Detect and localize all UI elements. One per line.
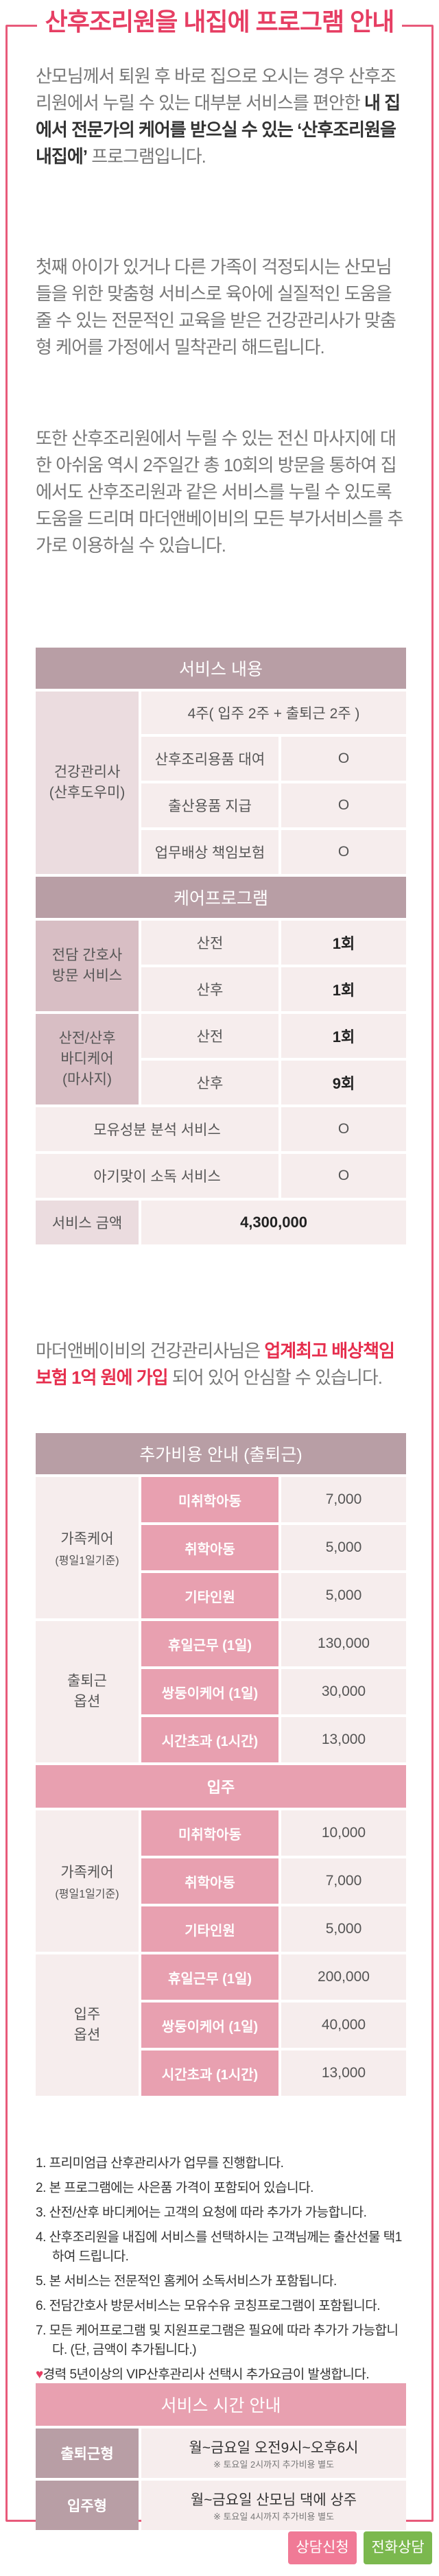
live-row-3-price: 5,000 <box>281 1906 406 1952</box>
extra-row-2-price: 5,000 <box>281 1525 406 1570</box>
live-family-care-label: 가족케어 <box>60 1865 114 1880</box>
live-row-1-price: 10,000 <box>281 1810 406 1856</box>
intro-p1-c: 프로그램입니다. <box>86 146 206 167</box>
consult-button[interactable]: 상담신청 <box>288 2531 357 2564</box>
body-post-count: 9회 <box>281 1061 406 1104</box>
extra-row-1-price: 7,000 <box>281 1477 406 1522</box>
breast-analysis-mark: O <box>281 1107 406 1151</box>
family-care-sub: (평일1일기준) <box>55 1555 119 1567</box>
note-item: 6. 전담간호사 방문서비스는 모유수유 코칭프로그램이 포함됩니다. <box>36 2299 380 2313</box>
insurance-line-1: 마더앤베이비의 건강관리사님은 <box>36 1340 265 1361</box>
family-care-cell: 가족케어 (평일1일기준) <box>36 1477 139 1618</box>
hours-commute-cell: 월~금요일 오전9시~오후6시 ※ 토요일 2시까지 추가비용 별도 <box>141 2429 406 2478</box>
body-post-label: 산후 <box>141 1061 278 1104</box>
price-label: 서비스 금액 <box>36 1201 139 1244</box>
live-in-header: 입주 <box>36 1765 406 1808</box>
live-row-2-label: 취학아동 <box>141 1858 278 1904</box>
service-table: 서비스 내용 건강관리사 (산후도우미) 4주( 입주 2주 + 출퇴근 2주 … <box>33 645 409 1247</box>
heart-icon: ♥ <box>36 2367 43 2382</box>
commute-option-label: 출퇴근 옵션 <box>36 1621 139 1762</box>
live-row-2-price: 7,000 <box>281 1858 406 1904</box>
manager-label: 건강관리사 (산후도우미) <box>36 692 139 874</box>
nurse-post-count: 1회 <box>281 967 406 1011</box>
content-frame <box>5 25 434 2522</box>
insurance-mark: O <box>281 830 406 874</box>
intro-p1-highlight: 내 집에서 전문가의 케어를 받으실 수 있는 ‘산후조리원을 내집에’ <box>36 93 401 167</box>
hours-commute-sub: ※ 토요일 2시까지 추가비용 별도 <box>213 2459 335 2470</box>
rental-label: 산후조리용품 대여 <box>141 737 278 781</box>
extra-row-4-label: 휴일근무 (1일) <box>141 1621 278 1666</box>
insurance-label: 업무배상 책임보험 <box>141 830 278 874</box>
intro-paragraph-2: 첫째 아이가 있거나 다른 가족이 걱정되시는 산모님들을 위한 맞춤형 서비스… <box>36 257 396 357</box>
intro-p1-a: 산모님께서 퇴원 후 바로 집으로 오시는 경우 산후조리원에서 누릴 수 있는… <box>36 66 396 113</box>
extra-row-3-price: 5,000 <box>281 1573 406 1618</box>
notes-list: 1. 프리미엄급 산후관리사가 업무를 진행합니다. 2. 본 프로그램에는 사… <box>36 2154 413 2390</box>
hours-commute-label: 출퇴근형 <box>36 2429 139 2478</box>
live-row-6-price: 13,000 <box>281 2051 406 2096</box>
service-header: 서비스 내용 <box>36 648 406 689</box>
nurse-post-label: 산후 <box>141 967 278 1011</box>
phone-consult-button[interactable]: 전화상담 <box>364 2531 432 2564</box>
hours-live-time: 월~금요일 산모님 댁에 상주 <box>190 2492 357 2508</box>
intro-paragraph-1: 산모님께서 퇴원 후 바로 집으로 오시는 경우 산후조리원에서 누릴 수 있는… <box>36 63 406 170</box>
nurse-pre-label: 산전 <box>141 921 278 965</box>
nurse-label: 전담 간호사 방문 서비스 <box>36 921 139 1011</box>
rental-mark: O <box>281 737 406 781</box>
service-period: 4주( 입주 2주 + 출퇴근 2주 ) <box>141 692 406 734</box>
extra-cost-table: 추가비용 안내 (출퇴근) 가족케어 (평일1일기준) 미취학아동 7,000 … <box>33 1430 409 2099</box>
extra-row-6-label: 시간초과 (1시간) <box>141 1717 278 1762</box>
live-row-5-label: 쌍둥이케어 (1일) <box>141 2002 278 2048</box>
insurance-statement: 마더앤베이비의 건강관리사님은 업계최고 배상책임보험 1억 원에 가입 되어 … <box>36 1338 406 1391</box>
care-header: 케어프로그램 <box>36 877 406 918</box>
note-item: 5. 본 서비스는 전문적인 홈케어 소독서비스가 포함됩니다. <box>36 2274 337 2289</box>
note-item: 3. 산전/산후 바디케어는 고객의 요청에 따라 추가가 가능합니다. <box>36 2206 367 2220</box>
insurance-highlight: 업계최고 배상책임보험 1억 원에 가입 <box>36 1340 395 1388</box>
live-row-4-price: 200,000 <box>281 1954 406 2000</box>
live-row-4-label: 휴일근무 (1일) <box>141 1954 278 2000</box>
page-title: 산후조리원을 내집에 프로그램 안내 <box>36 5 403 38</box>
body-pre-count: 1회 <box>281 1014 406 1058</box>
note-item: 4. 산후조리원을 내집에 서비스를 선택하시는 고객님께는 출산선물 택1하여… <box>36 2230 402 2264</box>
disinfect-mark: O <box>281 1154 406 1198</box>
extra-row-1-label: 미취학아동 <box>141 1477 278 1522</box>
extra-header: 추가비용 안내 (출퇴근) <box>36 1433 406 1474</box>
extra-row-3-label: 기타인원 <box>141 1573 278 1618</box>
extra-row-5-label: 쌍둥이케어 (1일) <box>141 1669 278 1714</box>
hours-header: 서비스 시간 안내 <box>36 2383 406 2426</box>
heart-note: ♥경력 5년이상의 VIP산후관리사 선택시 추가요금이 발생합니다. <box>36 2365 413 2385</box>
live-family-care-sub: (평일1일기준) <box>55 1889 119 1900</box>
intro-paragraph-3: 또한 산후조리원에서 누릴 수 있는 전신 마사지에 대한 아쉬움 역시 2주일… <box>36 428 403 556</box>
extra-row-2-label: 취학아동 <box>141 1525 278 1570</box>
hours-commute-time: 월~금요일 오전9시~오후6시 <box>189 2439 359 2456</box>
hours-live-label: 입주형 <box>36 2481 139 2530</box>
nurse-pre-count: 1회 <box>281 921 406 965</box>
live-option-label: 입주 옵션 <box>36 1954 139 2096</box>
price-value: 4,300,000 <box>141 1201 406 1244</box>
family-care-label: 가족케어 <box>60 1531 114 1547</box>
disinfect-label: 아기맞이 소독 서비스 <box>36 1154 278 1198</box>
heart-note-text: 경력 5년이상의 VIP산후관리사 선택시 추가요금이 발생합니다. <box>43 2367 370 2382</box>
extra-row-5-price: 30,000 <box>281 1669 406 1714</box>
service-hours-table: 서비스 시간 안내 출퇴근형 월~금요일 오전9시~오후6시 ※ 토요일 2시까… <box>33 2380 409 2533</box>
live-row-5-price: 40,000 <box>281 2002 406 2048</box>
note-item: 2. 본 프로그램에는 사은품 가격이 포함되어 있습니다. <box>36 2181 313 2195</box>
live-family-care-cell: 가족케어 (평일1일기준) <box>36 1810 139 1952</box>
body-pre-label: 산전 <box>141 1014 278 1058</box>
supplies-label: 출산용품 지급 <box>141 783 278 827</box>
live-row-6-label: 시간초과 (1시간) <box>141 2051 278 2096</box>
note-item: 1. 프리미엄급 산후관리사가 업무를 진행합니다. <box>36 2156 284 2171</box>
hours-live-sub: ※ 토요일 4시까지 추가비용 별도 <box>213 2511 335 2522</box>
insurance-line-3: 되어 있어 안심할 수 있습니다. <box>167 1367 383 1388</box>
hours-live-cell: 월~금요일 산모님 댁에 상주 ※ 토요일 4시까지 추가비용 별도 <box>141 2481 406 2530</box>
live-row-3-label: 기타인원 <box>141 1906 278 1952</box>
bodycare-label: 산전/산후 바디케어 (마사지) <box>36 1014 139 1104</box>
extra-row-6-price: 13,000 <box>281 1717 406 1762</box>
live-row-1-label: 미취학아동 <box>141 1810 278 1856</box>
note-item: 7. 모든 케어프로그램 및 지원프로그램은 필요에 따라 추가가 가능합니다.… <box>36 2324 399 2357</box>
extra-row-4-price: 130,000 <box>281 1621 406 1666</box>
supplies-mark: O <box>281 783 406 827</box>
breast-analysis-label: 모유성분 분석 서비스 <box>36 1107 278 1151</box>
